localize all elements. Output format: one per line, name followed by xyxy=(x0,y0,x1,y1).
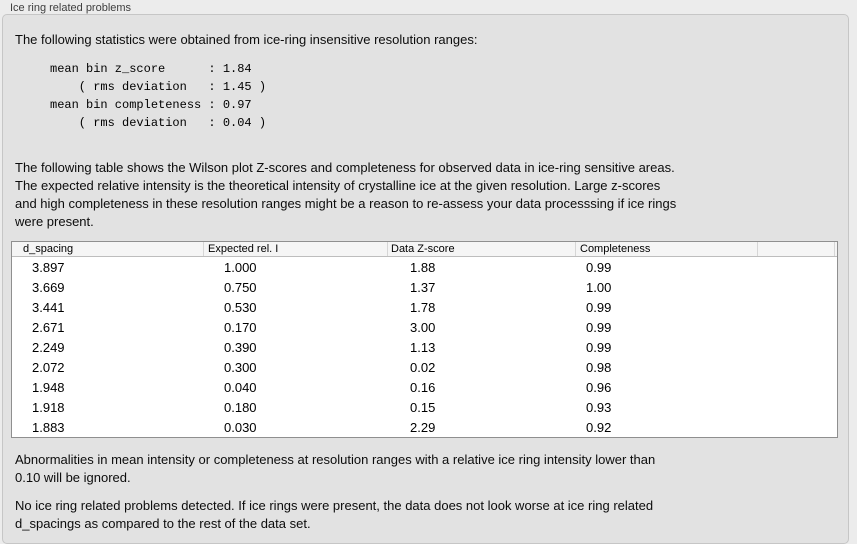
table-row[interactable]: 2.249 0.390 1.13 0.99 xyxy=(12,337,837,357)
cell-expected-rel-i: 0.530 xyxy=(224,299,257,315)
cell-data-z-score: 0.02 xyxy=(410,359,436,375)
cell-expected-rel-i: 0.390 xyxy=(224,339,257,355)
cell-expected-rel-i: 0.300 xyxy=(224,359,257,375)
column-header-filler xyxy=(758,242,835,256)
ignore-note-text: Abnormalities in mean intensity or compl… xyxy=(15,451,655,487)
table-row[interactable]: 1.918 0.180 0.15 0.93 xyxy=(12,397,837,417)
column-header-d-spacing: d_spacing xyxy=(12,242,204,256)
cell-completeness: 0.98 xyxy=(586,359,612,375)
cell-data-z-score: 1.88 xyxy=(410,259,436,275)
cell-d-spacing: 1.883 xyxy=(32,419,65,435)
column-header-filler xyxy=(835,242,837,256)
cell-expected-rel-i: 0.170 xyxy=(224,319,257,335)
description-line: The expected relative intensity is the t… xyxy=(15,178,661,193)
cell-completeness: 0.93 xyxy=(586,399,612,415)
cell-completeness: 0.92 xyxy=(586,419,612,435)
column-header-completeness: Completeness xyxy=(576,242,758,256)
table-row[interactable]: 1.883 0.030 2.29 0.92 xyxy=(12,417,837,437)
table-row[interactable]: 2.072 0.300 0.02 0.98 xyxy=(12,357,837,377)
description-line: and high completeness in these resolutio… xyxy=(15,196,677,211)
cell-d-spacing: 2.671 xyxy=(32,319,65,335)
description-text: The following table shows the Wilson plo… xyxy=(15,159,676,231)
column-header-data-z-score: Data Z-score xyxy=(388,242,576,256)
cell-completeness: 0.96 xyxy=(586,379,612,395)
conclusion-line: d_spacings as compared to the rest of th… xyxy=(15,516,311,531)
cell-d-spacing: 3.897 xyxy=(32,259,65,275)
table-header-row: d_spacing Expected rel. I Data Z-score C… xyxy=(12,242,837,257)
cell-d-spacing: 1.948 xyxy=(32,379,65,395)
table-row[interactable]: 2.671 0.170 3.00 0.99 xyxy=(12,317,837,337)
conclusion-line: No ice ring related problems detected. I… xyxy=(15,498,654,513)
table-body: 3.897 1.000 1.88 0.99 3.669 0.750 1.37 1… xyxy=(12,257,837,437)
cell-expected-rel-i: 0.750 xyxy=(224,279,257,295)
cell-data-z-score: 1.13 xyxy=(410,339,436,355)
description-line: were present. xyxy=(15,214,94,229)
cell-expected-rel-i: 0.180 xyxy=(224,399,257,415)
table-row[interactable]: 1.948 0.040 0.16 0.96 xyxy=(12,377,837,397)
cell-d-spacing: 3.441 xyxy=(32,299,65,315)
cell-completeness: 0.99 xyxy=(586,319,612,335)
intro-text: The following statistics were obtained f… xyxy=(15,32,478,47)
cell-data-z-score: 3.00 xyxy=(410,319,436,335)
cell-completeness: 0.99 xyxy=(586,259,612,275)
ice-ring-panel: The following statistics were obtained f… xyxy=(2,14,849,544)
ice-ring-table: d_spacing Expected rel. I Data Z-score C… xyxy=(11,241,838,438)
cell-completeness: 0.99 xyxy=(586,339,612,355)
cell-data-z-score: 1.37 xyxy=(410,279,436,295)
cell-d-spacing: 2.072 xyxy=(32,359,65,375)
cell-completeness: 1.00 xyxy=(586,279,612,295)
conclusion-text: No ice ring related problems detected. I… xyxy=(15,497,653,533)
cell-data-z-score: 0.16 xyxy=(410,379,436,395)
cell-d-spacing: 2.249 xyxy=(32,339,65,355)
column-header-expected-rel-i: Expected rel. I xyxy=(204,242,388,256)
cell-d-spacing: 3.669 xyxy=(32,279,65,295)
cell-data-z-score: 1.78 xyxy=(410,299,436,315)
stats-block: mean bin z_score : 1.84 ( rms deviation … xyxy=(50,62,267,130)
cell-expected-rel-i: 0.040 xyxy=(224,379,257,395)
table-row[interactable]: 3.897 1.000 1.88 0.99 xyxy=(12,257,837,277)
table-row[interactable]: 3.669 0.750 1.37 1.00 xyxy=(12,277,837,297)
cell-d-spacing: 1.918 xyxy=(32,399,65,415)
table-row[interactable]: 3.441 0.530 1.78 0.99 xyxy=(12,297,837,317)
cell-data-z-score: 0.15 xyxy=(410,399,436,415)
cell-expected-rel-i: 1.000 xyxy=(224,259,257,275)
cell-data-z-score: 2.29 xyxy=(410,419,436,435)
description-line: The following table shows the Wilson plo… xyxy=(15,160,675,175)
cell-completeness: 0.99 xyxy=(586,299,612,315)
note-line: 0.10 will be ignored. xyxy=(15,470,131,485)
cell-expected-rel-i: 0.030 xyxy=(224,419,257,435)
panel-title: Ice ring related problems xyxy=(10,2,132,14)
note-line: Abnormalities in mean intensity or compl… xyxy=(15,452,656,467)
